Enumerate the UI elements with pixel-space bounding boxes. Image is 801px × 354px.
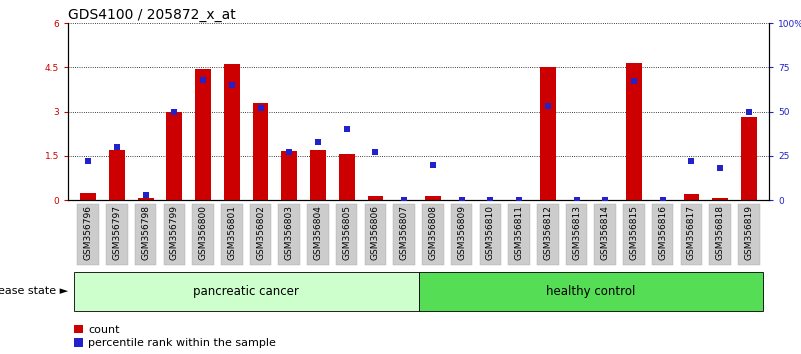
Bar bbox=[741, 118, 757, 200]
Text: GSM356812: GSM356812 bbox=[543, 205, 552, 260]
Bar bbox=[138, 198, 154, 200]
Text: GSM356805: GSM356805 bbox=[342, 205, 351, 260]
FancyBboxPatch shape bbox=[364, 204, 386, 265]
Text: GSM356796: GSM356796 bbox=[83, 205, 93, 260]
FancyBboxPatch shape bbox=[422, 204, 444, 265]
Text: GSM356815: GSM356815 bbox=[630, 205, 638, 260]
FancyBboxPatch shape bbox=[221, 204, 243, 265]
Text: GSM356808: GSM356808 bbox=[429, 205, 437, 260]
Point bbox=[426, 162, 439, 167]
Point bbox=[541, 103, 554, 109]
Bar bbox=[281, 152, 297, 200]
FancyBboxPatch shape bbox=[537, 204, 558, 265]
Text: GDS4100 / 205872_x_at: GDS4100 / 205872_x_at bbox=[68, 8, 235, 22]
Point bbox=[111, 144, 123, 150]
FancyBboxPatch shape bbox=[336, 204, 357, 265]
FancyBboxPatch shape bbox=[509, 204, 529, 265]
Point bbox=[714, 165, 727, 171]
Text: GSM356804: GSM356804 bbox=[313, 205, 323, 260]
Bar bbox=[195, 69, 211, 200]
FancyBboxPatch shape bbox=[250, 204, 272, 265]
Point bbox=[168, 109, 181, 114]
Point bbox=[197, 77, 210, 82]
Point bbox=[139, 192, 152, 198]
Text: GSM356806: GSM356806 bbox=[371, 205, 380, 260]
Text: disease state ►: disease state ► bbox=[0, 286, 68, 296]
Bar bbox=[626, 63, 642, 200]
Bar bbox=[540, 67, 556, 200]
Point bbox=[82, 158, 95, 164]
Text: GSM356814: GSM356814 bbox=[601, 205, 610, 260]
Point bbox=[254, 105, 267, 111]
Text: GSM356798: GSM356798 bbox=[141, 205, 150, 260]
Bar bbox=[252, 103, 268, 200]
Text: GSM356807: GSM356807 bbox=[400, 205, 409, 260]
FancyBboxPatch shape bbox=[74, 272, 418, 311]
Point bbox=[225, 82, 238, 88]
FancyBboxPatch shape bbox=[738, 204, 759, 265]
Point bbox=[340, 126, 353, 132]
Legend: count, percentile rank within the sample: count, percentile rank within the sample bbox=[74, 325, 276, 348]
Bar bbox=[310, 150, 326, 200]
Text: GSM356816: GSM356816 bbox=[658, 205, 667, 260]
Text: GSM356817: GSM356817 bbox=[687, 205, 696, 260]
Text: GSM356818: GSM356818 bbox=[715, 205, 725, 260]
FancyBboxPatch shape bbox=[566, 204, 587, 265]
FancyBboxPatch shape bbox=[652, 204, 674, 265]
Text: pancreatic cancer: pancreatic cancer bbox=[193, 285, 299, 298]
FancyBboxPatch shape bbox=[192, 204, 214, 265]
Bar bbox=[109, 150, 125, 200]
FancyBboxPatch shape bbox=[681, 204, 702, 265]
FancyBboxPatch shape bbox=[308, 204, 328, 265]
Bar bbox=[683, 194, 699, 200]
Bar bbox=[425, 196, 441, 200]
FancyBboxPatch shape bbox=[451, 204, 473, 265]
FancyBboxPatch shape bbox=[135, 204, 156, 265]
Text: GSM356799: GSM356799 bbox=[170, 205, 179, 260]
Text: GSM356801: GSM356801 bbox=[227, 205, 236, 260]
Bar bbox=[224, 64, 239, 200]
FancyBboxPatch shape bbox=[418, 272, 763, 311]
Bar bbox=[368, 196, 384, 200]
Point bbox=[283, 149, 296, 155]
Text: healthy control: healthy control bbox=[546, 285, 635, 298]
Bar bbox=[712, 198, 728, 200]
FancyBboxPatch shape bbox=[393, 204, 415, 265]
Point bbox=[369, 149, 382, 155]
Text: GSM356811: GSM356811 bbox=[514, 205, 524, 260]
Bar bbox=[339, 154, 355, 200]
Point bbox=[685, 158, 698, 164]
Point bbox=[656, 197, 669, 203]
FancyBboxPatch shape bbox=[710, 204, 731, 265]
Text: GSM356810: GSM356810 bbox=[486, 205, 495, 260]
Point bbox=[455, 197, 468, 203]
Point bbox=[627, 79, 640, 84]
Bar bbox=[167, 112, 183, 200]
Point bbox=[513, 197, 525, 203]
Text: GSM356819: GSM356819 bbox=[744, 205, 754, 260]
FancyBboxPatch shape bbox=[279, 204, 300, 265]
Point bbox=[484, 197, 497, 203]
Point bbox=[312, 139, 324, 144]
Text: GSM356813: GSM356813 bbox=[572, 205, 581, 260]
Point bbox=[599, 197, 612, 203]
FancyBboxPatch shape bbox=[163, 204, 185, 265]
Text: GSM356802: GSM356802 bbox=[256, 205, 265, 260]
Text: GSM356803: GSM356803 bbox=[285, 205, 294, 260]
Text: GSM356797: GSM356797 bbox=[112, 205, 122, 260]
FancyBboxPatch shape bbox=[480, 204, 501, 265]
FancyBboxPatch shape bbox=[594, 204, 616, 265]
FancyBboxPatch shape bbox=[78, 204, 99, 265]
Point bbox=[398, 197, 411, 203]
Point bbox=[743, 109, 755, 114]
FancyBboxPatch shape bbox=[623, 204, 645, 265]
Point bbox=[570, 197, 583, 203]
Text: GSM356809: GSM356809 bbox=[457, 205, 466, 260]
FancyBboxPatch shape bbox=[107, 204, 127, 265]
Text: GSM356800: GSM356800 bbox=[199, 205, 207, 260]
Bar bbox=[80, 193, 96, 200]
